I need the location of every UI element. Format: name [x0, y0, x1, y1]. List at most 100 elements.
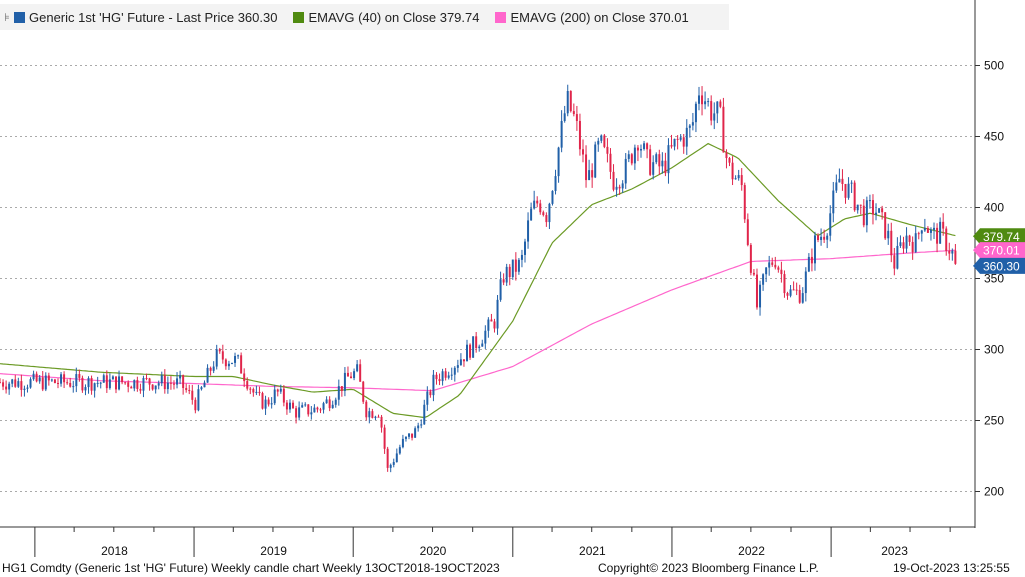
candle-body: [545, 215, 548, 223]
candle-body: [890, 230, 893, 256]
candle-body: [316, 407, 319, 410]
candle-body: [554, 176, 557, 191]
candle-body: [414, 428, 417, 438]
y-tick-label: 250: [984, 414, 1004, 428]
candle-body: [401, 438, 404, 448]
candle-body: [328, 399, 331, 409]
candle-body: [368, 411, 371, 418]
candle-body: [234, 356, 237, 363]
y-tick-label: 500: [984, 59, 1004, 73]
candle-body: [459, 359, 462, 366]
candle-body: [191, 390, 194, 400]
candle-body: [188, 390, 191, 392]
candle-body: [404, 436, 407, 439]
candle-body: [423, 404, 426, 425]
candle-body: [499, 279, 502, 300]
candle-body: [374, 416, 377, 418]
candle-body: [920, 230, 923, 234]
candle-body: [865, 200, 868, 226]
candle-body: [530, 208, 533, 221]
candle-body: [911, 241, 914, 253]
candle-body: [755, 274, 758, 308]
candle-body: [868, 200, 871, 202]
legend-item-ema200[interactable]: EMAVG (200) on Close 370.01: [493, 10, 689, 25]
candle-body: [878, 208, 881, 213]
candle-body: [807, 256, 810, 272]
candle-body: [762, 274, 765, 285]
candle-body: [63, 374, 66, 383]
legend-swatch-price: [14, 11, 25, 23]
candle-body: [939, 221, 942, 244]
candle-body: [295, 408, 298, 418]
candle-body: [2, 382, 5, 387]
legend-drag-handle-icon[interactable]: ⊧: [4, 11, 10, 24]
candle-body: [581, 149, 584, 155]
candle-body: [310, 412, 313, 415]
candle-body: [942, 221, 945, 229]
candle-body: [60, 374, 63, 384]
candle-body: [771, 262, 774, 265]
candle-body: [377, 416, 380, 418]
candle-body: [331, 404, 334, 409]
legend-swatch-ema40: [293, 11, 305, 23]
legend-item-ema40[interactable]: EMAVG (40) on Close 379.74: [291, 10, 479, 25]
candle-body: [212, 366, 215, 371]
candle-body: [209, 367, 212, 371]
x-year-label: 2019: [260, 544, 287, 558]
value-tag: 379.74: [973, 228, 1025, 245]
candle-body: [285, 402, 288, 410]
candle-body: [887, 230, 890, 239]
candle-body: [84, 387, 87, 391]
candle-body: [319, 409, 322, 411]
candle-body: [218, 349, 221, 352]
candle-body: [179, 375, 182, 379]
candle-body: [591, 170, 594, 178]
candle-body: [14, 379, 17, 387]
candle-body: [313, 407, 316, 413]
candle-body: [923, 228, 926, 231]
candle-body: [108, 379, 111, 389]
candle-body: [163, 375, 166, 390]
candle-body: [353, 371, 356, 379]
candle-body: [130, 386, 133, 389]
x-year-label: 2020: [420, 544, 447, 558]
candle-body: [493, 321, 496, 329]
candle-body: [356, 364, 359, 372]
candle-body: [945, 228, 948, 251]
candle-body: [438, 379, 441, 382]
candle-body: [817, 235, 820, 240]
candle-body: [102, 375, 105, 383]
candle-body: [420, 424, 423, 426]
candle-body: [649, 149, 652, 175]
candle-body: [350, 376, 353, 379]
candle-body: [615, 186, 618, 190]
x-axis-ticks: 2018 2019 2020 2021 2022 2023: [34, 527, 951, 558]
candle-body: [804, 271, 807, 294]
footer-timestamp: 19-Oct-2023 13:25:55: [893, 561, 1010, 575]
legend-item-price[interactable]: Generic 1st 'HG' Future - Last Price 360…: [12, 10, 277, 25]
candle-body: [719, 101, 722, 107]
candle-body: [221, 351, 224, 360]
candle-body: [853, 182, 856, 211]
candle-body: [603, 135, 606, 147]
candle-body: [707, 101, 710, 103]
candle-body: [646, 143, 649, 150]
candle-body: [151, 384, 154, 390]
candle-body: [655, 154, 658, 163]
candle-body: [114, 376, 117, 390]
candle-body: [41, 377, 44, 390]
candle-body: [11, 379, 14, 384]
candle-body: [704, 101, 707, 105]
candle-body: [841, 178, 844, 184]
candle-body: [606, 146, 609, 154]
candle-body: [768, 262, 771, 268]
candle-body: [578, 120, 581, 150]
candle-body: [954, 250, 957, 264]
candle-body: [121, 376, 124, 383]
candle-body: [47, 375, 50, 381]
footer-copyright: Copyright© 2023 Bloomberg Finance L.P.: [598, 561, 819, 575]
candle-body: [69, 383, 72, 387]
value-tag-label: 370.01: [983, 244, 1020, 258]
candle-body: [737, 175, 740, 179]
candle-body: [740, 175, 743, 186]
